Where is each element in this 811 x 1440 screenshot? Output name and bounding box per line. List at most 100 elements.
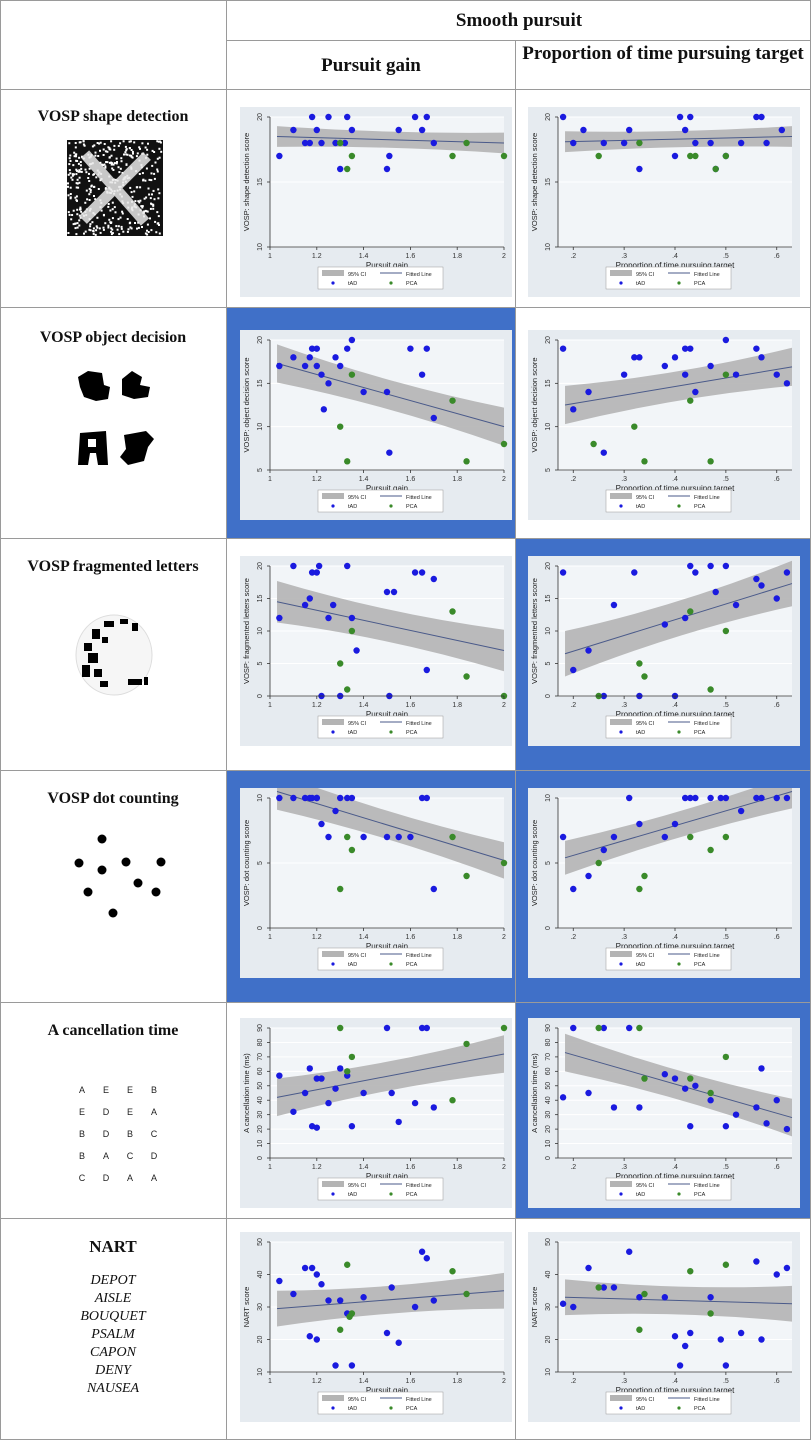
tad-point [395,1339,402,1346]
legend-pca-label: PCA [694,281,706,287]
nart-word: NAUSEA [86,1381,140,1396]
y-tick-label: 20 [257,1336,264,1344]
legend-tad-swatch [331,730,335,734]
pca-point [344,1261,351,1268]
x-tick-label: .3 [621,253,627,260]
tad-point [318,1281,325,1288]
fitted-line [565,1296,793,1305]
fitted-line [276,362,505,428]
legend-fit-label: Fitted Line [694,721,720,727]
y-tick-label: 20 [257,1125,264,1133]
legend-box [317,489,444,513]
tad-point [722,336,730,344]
tad-point [290,794,297,802]
pca-point [595,859,602,867]
legend-pca-swatch [389,1192,393,1196]
tad-point [707,562,714,570]
tad-point [332,1085,339,1092]
tad-point [290,562,297,570]
tad-point [313,1124,320,1131]
legend-tad-label: tAD [636,281,645,287]
tad-point [681,1085,689,1092]
tad-point [737,139,745,147]
y-axis-label: A cancellation time (ms) [530,1053,539,1133]
tad-point [692,139,699,147]
legend-pca-label: PCA [406,281,418,287]
nart-word: BOUQUET [80,1309,146,1324]
y-tick-label: 30 [545,1303,552,1311]
x-tick-label: 1 [268,934,272,941]
y-tick-label: 10 [545,627,552,635]
letter-cell: C [150,1129,158,1139]
y-tick-label: 20 [545,1336,552,1344]
pca-point [463,458,470,465]
tad-point [773,794,780,802]
legend-pca-swatch [389,504,393,508]
y-tick-label: 15 [545,595,552,603]
fitted-line [564,791,793,859]
legend-tad-label: tAD [348,1192,357,1198]
x-tick-label: .3 [621,476,627,483]
x-tick-label: 1.4 [359,476,369,483]
fitted-line [276,1053,505,1098]
legend-ci-swatch [610,719,632,725]
x-axis-label: Pursuit gain [366,710,408,719]
fitted-line [564,366,793,406]
fitted-line [276,791,505,861]
tad-point [681,345,689,352]
letter-cell: B [78,1129,85,1139]
x-tick-label: 1.4 [359,253,369,260]
pca-point [687,608,694,615]
letter-row: A E E B [70,1085,170,1107]
pca-point [636,660,643,667]
scatter-chart: 10 20 30 40 50 .2 .3 .4 .5 .6 Proportion of time p… [528,1232,800,1422]
letter-row: B D B C [70,1129,170,1151]
legend-fit-label: Fitted Line [406,1183,432,1189]
x-axis-label: Pursuit gain [366,942,408,951]
y-tick-label: 0 [545,1156,552,1160]
tad-point [318,371,325,378]
tad-point [585,1089,592,1097]
tad-point [360,1089,367,1097]
pca-point [344,686,351,693]
tad-point [758,1065,765,1072]
tad-point [306,354,313,361]
tad-point [276,794,283,802]
x-tick-label: 1 [268,702,272,709]
tad-point [676,113,684,121]
tad-point [383,165,391,173]
pca-point [707,686,714,693]
tad-point [758,1336,765,1343]
fitted-line [564,583,793,655]
pca-point [687,1268,694,1275]
y-tick-label: 90 [545,1024,552,1032]
legend-fit-label: Fitted Line [694,272,720,278]
x-tick-label: 1.6 [406,253,416,260]
letter-cell: C [126,1151,134,1161]
letter-cell: B [78,1151,85,1161]
letter-cell: E [126,1107,133,1117]
tad-point [783,1125,791,1133]
legend-box [317,1177,444,1201]
legend-pca-swatch [677,1406,681,1410]
legend-fit-label: Fitted Line [694,1183,720,1189]
y-tick-label: 70 [545,1053,552,1061]
legend-ci-swatch [610,951,632,957]
legend-pca-swatch [677,1192,681,1196]
letter-cell: E [126,1085,133,1095]
x-tick-label: 2 [502,1164,506,1171]
tad-point [301,1089,309,1097]
tad-point [318,820,325,828]
legend-ci-label: 95% CI [636,495,655,501]
y-tick-label: 0 [545,926,552,930]
tad-point [348,1123,356,1130]
legend-pca-label: PCA [406,730,418,736]
tad-point [559,833,567,841]
y-tick-label: 50 [257,1238,264,1246]
legend-tad-label: tAD [636,962,645,968]
tad-point [353,647,360,654]
letter-cell: A [150,1173,157,1183]
pca-point [595,1284,602,1291]
tad-point [732,371,740,378]
x-tick-label: 1.8 [452,934,462,941]
